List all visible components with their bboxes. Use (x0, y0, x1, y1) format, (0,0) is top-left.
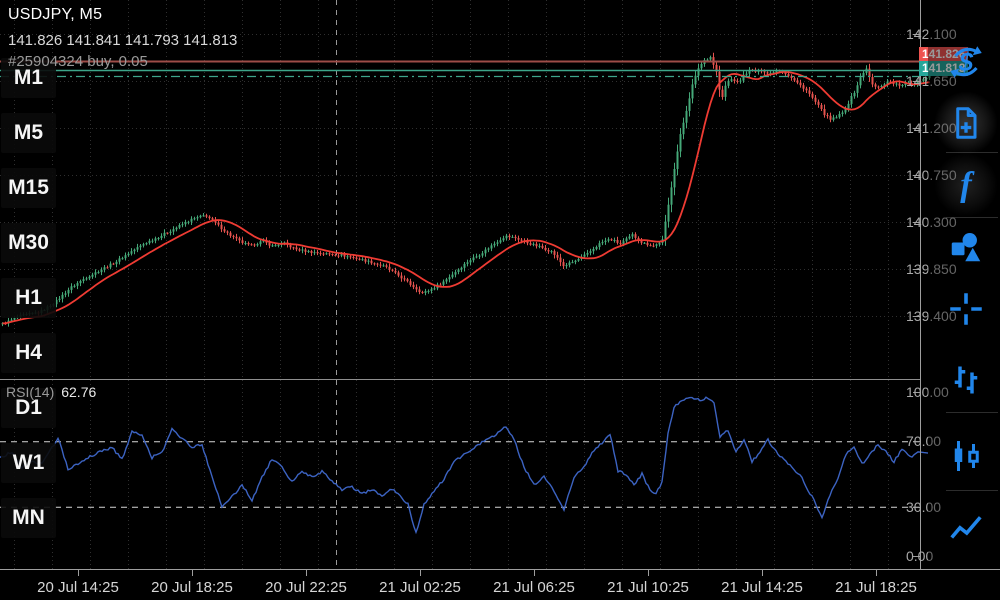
objects-icon[interactable] (947, 228, 985, 266)
svg-text:$: $ (958, 49, 974, 77)
timeframe-button-M15[interactable]: M15 (1, 168, 56, 208)
indicators-icon[interactable]: f (947, 166, 985, 204)
timeframe-button-D1[interactable]: D1 (1, 388, 56, 428)
timeframe-button-M1[interactable]: M1 (1, 58, 56, 98)
timeframe-button-W1[interactable]: W1 (1, 443, 56, 483)
candlestick-chart-icon[interactable] (947, 437, 985, 475)
timeframe-button-H1[interactable]: H1 (1, 278, 56, 318)
ask-price-badge: 141.826 (919, 47, 969, 61)
bar-chart-icon[interactable] (947, 361, 985, 399)
timeframe-button-MN[interactable]: MN (1, 498, 56, 538)
timeframe-button-M30[interactable]: M30 (1, 223, 56, 263)
timeframe-button-H4[interactable]: H4 (1, 333, 56, 373)
trade-icon[interactable]: $ (947, 43, 985, 81)
timeframe-button-M5[interactable]: M5 (1, 113, 56, 153)
line-chart-icon[interactable] (947, 508, 985, 546)
new-order-icon[interactable] (947, 104, 985, 142)
svg-text:f: f (960, 167, 975, 203)
crosshair-icon[interactable] (947, 290, 985, 328)
